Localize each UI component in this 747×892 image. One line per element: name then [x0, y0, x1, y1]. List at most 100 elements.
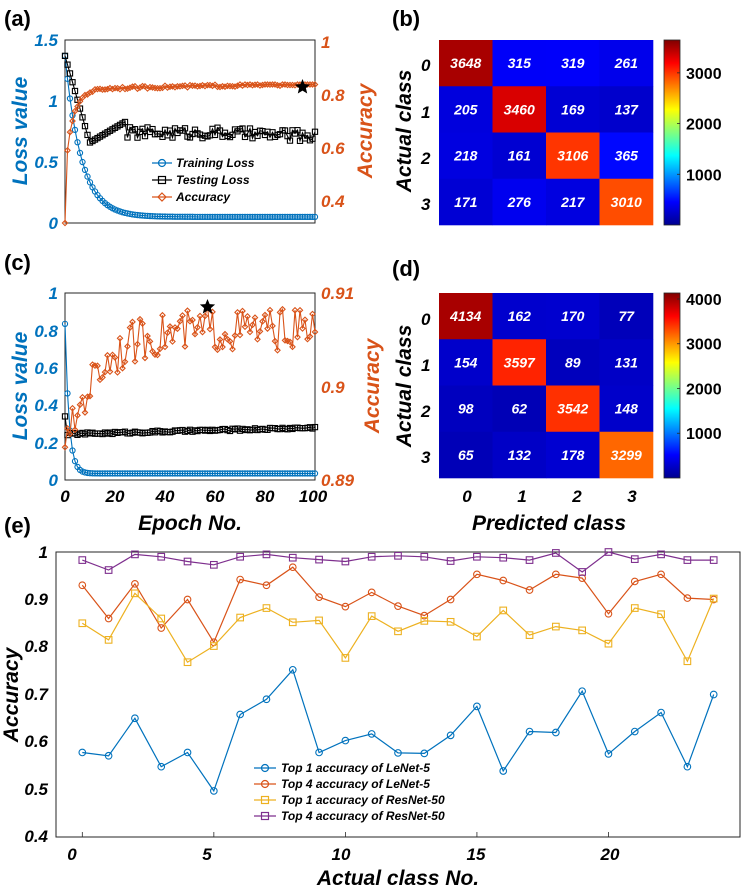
d-ylabel: Actual class: [393, 325, 416, 449]
a-data-series-2-point-93: [294, 81, 301, 88]
e-series-2-point-3: [157, 614, 166, 623]
c-data-series-2-point-28: [131, 358, 139, 365]
a-data-series-2-point-6: [76, 97, 84, 105]
a-data-series-2-point-29: [134, 85, 141, 93]
c-ytick-right-2: 0.91: [321, 284, 354, 303]
b-row-label-2: 2: [420, 149, 431, 168]
b-cells-cell-0-1: [492, 40, 547, 87]
c-data-series-2-point-81: [264, 325, 271, 332]
c-data-series-2-point-56: [201, 312, 209, 320]
c-data-series-1-point-0: [61, 413, 69, 420]
c-data-series-2-point-27: [129, 318, 136, 326]
d-col-label-1: 1: [517, 487, 526, 506]
a-data-series-0-point-100: [311, 213, 319, 221]
a-data-series-1-point-8: [81, 122, 89, 130]
e-series-0-point-23: [683, 762, 692, 771]
b-cells-value-2-2: 3106: [557, 148, 588, 164]
panel-c-left-ticks: 0 0.2 0.4 0.6 0.8 1: [34, 284, 58, 490]
e-series-0-point-4: [183, 748, 192, 757]
c-data-series-2-point-41: [164, 329, 171, 337]
c-data-series-2-point-8: [81, 409, 89, 416]
e-series-2-point-11: [367, 612, 376, 620]
a-legend-marker-train: [157, 158, 167, 168]
e-series-1-point-1: [104, 614, 113, 623]
e-series-2-point-24: [709, 594, 718, 603]
c-xtick-0: 0: [60, 487, 70, 506]
c-data-series-2-point-10: [86, 392, 94, 400]
e-legend-marker-1: [260, 779, 270, 789]
d-cells-value-2-3: 148: [615, 401, 639, 417]
c-data-series-2-point-94: [296, 306, 304, 314]
a-data-series-2-point-45: [174, 82, 181, 90]
e-series-0-point-6: [236, 710, 245, 719]
panel-label-c: (c): [4, 250, 31, 275]
c-data-series-2-point-37: [154, 351, 161, 359]
c-data-series-2-point-64: [221, 330, 229, 338]
panel-a-data: [61, 52, 319, 227]
a-data-series-1-point-90: [286, 137, 294, 144]
b-cells-value-0-2: 319: [561, 55, 585, 71]
a-legend-test: Testing Loss: [176, 173, 250, 187]
e-series-3-point-14: [446, 557, 455, 565]
e-series-3-point-4: [183, 557, 192, 566]
panel-e-chart: 0.4 0.5 0.6 0.7 0.8 0.9 1 0 5 10 15 20 A…: [0, 543, 741, 890]
d-cells-value-1-1: 3597: [504, 354, 536, 370]
d-cells-value-1-0: 154: [454, 354, 478, 370]
a-data-series-0-point-2: [66, 95, 74, 102]
a-data-series-2-point-8: [81, 91, 89, 99]
e-series-3-point-22: [657, 550, 665, 559]
d-cb-ticks-tick-3: 4000: [686, 292, 722, 309]
c-data-series-2-point-90: [286, 338, 294, 346]
c-ytick-right-0: 0.89: [321, 471, 355, 490]
c-data-best-star: [199, 299, 216, 314]
c-data-series-2-point-46: [176, 317, 184, 325]
c-data-series-2-point-73: [244, 312, 251, 320]
c-data-series-0-point-99: [309, 470, 316, 477]
c-data-series-2-point-58: [206, 325, 214, 333]
e-series-3-point-1: [104, 566, 113, 574]
e-series-2-point-13: [420, 617, 429, 625]
panel-d-colorbar-ticks: 1000 2000 3000 4000: [677, 292, 722, 443]
c-data-series-2-point-52: [191, 330, 199, 338]
a-ytick-right-2: 0.8: [321, 86, 345, 105]
d-cells-value-2-0: 98: [458, 401, 474, 417]
e-series-1-point-6: [236, 575, 245, 584]
b-cells-cell-1-1: [492, 86, 547, 133]
c-data-series-2-point-21: [114, 369, 121, 376]
e-xtick-4: 20: [600, 845, 620, 864]
d-cells-value-3-3: 3299: [611, 447, 642, 463]
c-data-series-2-point-77: [254, 335, 261, 343]
a-data-series-2-point-1: [64, 146, 71, 154]
a-data-series-1-point-7: [79, 114, 86, 121]
a-data-series-2-point-4: [71, 107, 79, 115]
a-ytick-right-1: 0.6: [321, 139, 345, 158]
e-series-1-point-0: [78, 581, 87, 590]
a-data-series-2-point-17: [104, 85, 111, 93]
panel-c-right-ticks: 0.89 0.9 0.91: [321, 284, 355, 490]
e-legend-1: Top 4 accuracy of LeNet-5: [281, 777, 430, 791]
c-data-series-2-point-83: [269, 322, 276, 330]
c-data-series-2-point-22: [116, 334, 124, 342]
e-series-0-point-3: [157, 762, 166, 771]
e-series-0-point-14: [446, 731, 455, 740]
panel-b-row-labels: 0 1 2 3: [420, 56, 431, 214]
e-series-0-point-8: [288, 665, 297, 674]
c-data-series-2-point-91: [289, 343, 296, 351]
e-series-3-point-21: [630, 555, 639, 563]
a-data-series-1-point-99: [309, 135, 316, 142]
panel-d-col-labels: 0 1 2 3: [462, 487, 637, 506]
e-xtick-1: 5: [202, 845, 212, 864]
panel-a-legend: Training Loss Testing Loss Accuracy: [152, 156, 255, 204]
e-series-2-point-1: [104, 636, 113, 644]
c-ytick-left-1: 0.2: [34, 434, 58, 453]
c-data-series-2-point-17: [104, 351, 111, 359]
b-cells-value-2-3: 365: [615, 148, 639, 164]
c-data-series-2-point-92: [291, 306, 299, 314]
a-data-series-2-point-69: [234, 82, 241, 90]
e-xlabel: Actual class No.: [316, 867, 479, 890]
a-data-series-1-point-32: [141, 132, 149, 140]
a-data-series-2-point-16: [101, 86, 109, 93]
a-data-series-2-point-79: [259, 81, 266, 89]
c-data-series-2-point-34: [146, 337, 154, 345]
